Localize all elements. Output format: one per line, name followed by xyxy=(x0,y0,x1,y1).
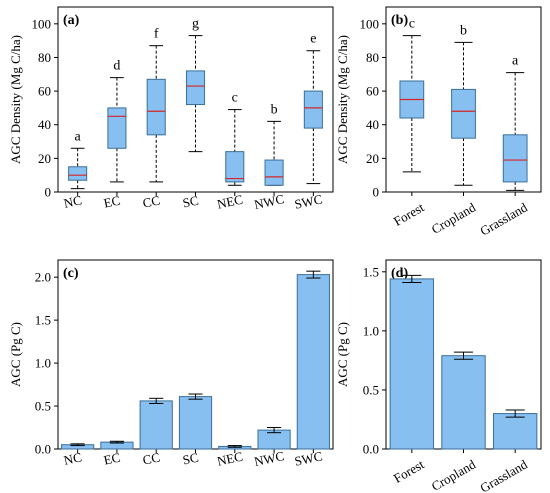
x-tick-label: SC xyxy=(181,450,200,468)
y-tick-label: 1.0 xyxy=(363,323,379,338)
bar-3 xyxy=(178,396,213,450)
panel-c: 0.0 0.5 1.0 1.5 2.0 AGC (Pg C) (c) NC EC CC SC NEC N… xyxy=(8,259,334,469)
significance-letter: a xyxy=(512,54,519,69)
y-tick-label: 80 xyxy=(38,50,51,65)
x-tick-label: NWC xyxy=(253,191,286,212)
y-tick-label: 40 xyxy=(366,117,379,132)
box-3 xyxy=(185,35,206,153)
y-tick-label: 60 xyxy=(38,84,51,99)
box-iqr xyxy=(185,70,206,106)
y-tick-label: 0.5 xyxy=(35,399,51,414)
box-0 xyxy=(68,147,88,190)
bar-2 xyxy=(139,400,173,450)
panel-a: 0 20 40 60 80 100 AGC Density (Mg C/ha) (a) NC EC… xyxy=(8,6,334,212)
box-iqr xyxy=(502,134,528,183)
x-tick-label: Cropland xyxy=(429,456,479,493)
y-tick-label: 0.0 xyxy=(35,442,51,457)
bar-0 xyxy=(389,278,435,450)
y-axis-title: AGC (Pg C) xyxy=(335,322,350,387)
panel-label: (a) xyxy=(63,13,80,28)
x-tick-label: NEC xyxy=(216,449,245,469)
significance-letter: b xyxy=(460,23,467,38)
significance-letter: f xyxy=(154,27,159,42)
x-tick-label: SWC xyxy=(293,448,324,469)
box-iqr xyxy=(451,88,476,139)
bar-1 xyxy=(441,355,486,450)
y-tick-label: 1.5 xyxy=(35,313,51,328)
y-tick-label: 100 xyxy=(360,16,380,31)
x-tick-label: Cropland xyxy=(429,199,479,236)
y-tick-label: 20 xyxy=(366,151,379,166)
bar-6 xyxy=(296,274,330,450)
y-axis-title: AGC Density (Mg C/ha) xyxy=(8,35,23,164)
y-tick-label: 0 xyxy=(373,185,380,200)
box-iqr xyxy=(68,166,88,181)
box-iqr xyxy=(303,90,323,129)
box-iqr xyxy=(225,151,245,183)
box-0 xyxy=(399,35,425,173)
significance-letter: a xyxy=(75,129,82,144)
y-tick-label: 60 xyxy=(366,84,379,99)
x-tick-label: NC xyxy=(62,192,83,210)
panel-b: 0 20 40 60 80 100 AGC Density (Mg C/ha) (b) Fore… xyxy=(335,6,542,239)
bar-2 xyxy=(492,413,538,450)
significance-letter: c xyxy=(232,91,238,106)
significance-letter: e xyxy=(310,32,316,47)
panel-label: (d) xyxy=(391,266,408,281)
box-4 xyxy=(225,109,245,186)
box-iqr xyxy=(146,78,166,136)
significance-letter: b xyxy=(271,102,278,117)
box-iqr xyxy=(264,159,284,186)
y-axis-title: AGC Density (Mg C/ha) xyxy=(335,35,350,164)
x-tick-label: NC xyxy=(62,449,83,467)
y-tick-label: 100 xyxy=(32,16,52,31)
y-tick-label: 1.5 xyxy=(363,264,379,279)
box-iqr xyxy=(107,107,127,149)
y-tick-label: 0 xyxy=(45,185,52,200)
x-tick-label: EC xyxy=(102,193,121,211)
panel-d: 0.0 0.5 1.0 1.5 AGC (Pg C) (d) Forest Cropland G… xyxy=(335,259,542,493)
box-6 xyxy=(303,50,323,185)
y-tick-label: 20 xyxy=(38,151,51,166)
significance-letter: d xyxy=(113,59,120,74)
x-tick-label: Grassland xyxy=(477,199,530,238)
panel-label: (c) xyxy=(63,266,79,281)
x-tick-label: NEC xyxy=(216,192,245,212)
y-tick-label: 80 xyxy=(366,50,379,65)
x-tick-label: Forest xyxy=(391,199,427,228)
x-tick-label: NWC xyxy=(253,448,286,469)
x-tick-label: Forest xyxy=(391,456,427,485)
significance-letter: c xyxy=(409,17,415,32)
significance-letter: g xyxy=(192,17,199,32)
panel-label: (b) xyxy=(391,13,408,28)
y-tick-label: 40 xyxy=(38,117,51,132)
box-1 xyxy=(107,77,127,183)
x-tick-label: CC xyxy=(141,192,161,210)
x-tick-label: SC xyxy=(181,193,200,211)
y-tick-label: 0.0 xyxy=(363,442,379,457)
box-1 xyxy=(451,41,476,186)
box-2 xyxy=(146,45,166,183)
y-tick-label: 0.5 xyxy=(363,382,379,397)
x-tick-label: CC xyxy=(141,449,161,467)
x-tick-label: EC xyxy=(102,450,121,468)
x-tick-label: Grassland xyxy=(477,456,530,493)
y-axis-title: AGC (Pg C) xyxy=(8,322,23,387)
box-2 xyxy=(502,72,528,191)
y-tick-label: 2.0 xyxy=(35,270,51,285)
box-5 xyxy=(264,120,284,186)
x-tick-label: SWC xyxy=(293,191,324,212)
y-tick-label: 1.0 xyxy=(35,356,51,371)
